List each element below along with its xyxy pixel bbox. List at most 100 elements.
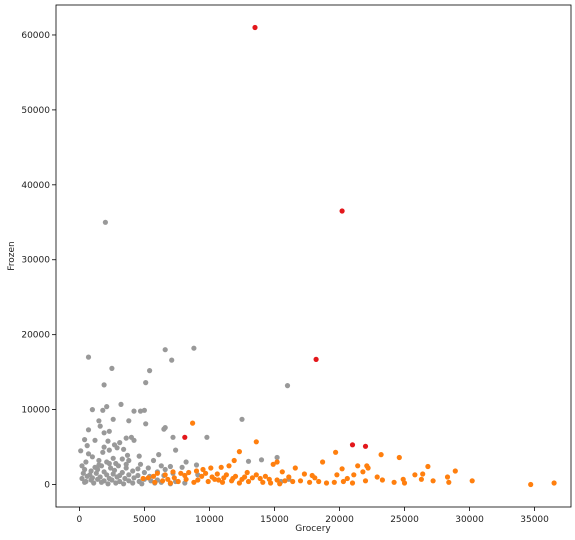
scatter-point-series-1 bbox=[110, 416, 116, 422]
scatter-point-series-1 bbox=[204, 434, 210, 440]
scatter-point-series-1 bbox=[162, 466, 168, 473]
scatter-point-series-1 bbox=[83, 459, 89, 465]
scatter-point-series-2 bbox=[160, 478, 166, 484]
scatter-point-series-1 bbox=[135, 472, 141, 479]
scatter-point-series-1 bbox=[191, 345, 197, 351]
scatter-point-series-2 bbox=[205, 478, 211, 485]
scatter-point-series-1 bbox=[123, 461, 129, 467]
scatter-point-series-2 bbox=[323, 480, 330, 486]
y-axis-ticks: 0 10000 20000 30000 40000 50000 60000 bbox=[21, 31, 56, 491]
scatter-point-series-1 bbox=[137, 408, 144, 414]
scatter-point-series-1 bbox=[82, 437, 88, 443]
scatter-point-series-1 bbox=[106, 428, 112, 434]
scatter-point-series-2 bbox=[152, 479, 158, 485]
scatter-point-series-1 bbox=[85, 451, 92, 457]
y-tick-label: 40000 bbox=[21, 181, 50, 191]
scatter-point-series-2 bbox=[195, 477, 201, 483]
scatter-point-series-1 bbox=[123, 435, 129, 441]
scatter-point-series-2 bbox=[226, 463, 232, 469]
scatter-point-series-1 bbox=[113, 480, 119, 486]
scatter-point-series-1 bbox=[245, 458, 252, 464]
scatter-point-series-1 bbox=[124, 452, 131, 458]
scatter-point-series-1 bbox=[193, 462, 200, 468]
scatter-point-series-1 bbox=[141, 407, 147, 413]
scatter-point-series-2 bbox=[239, 476, 245, 482]
scatter-point-series-1 bbox=[108, 465, 114, 471]
x-tick-label: 15000 bbox=[260, 515, 289, 525]
scatter-point-series-1 bbox=[137, 461, 144, 467]
scatter-point-series-1 bbox=[85, 427, 92, 433]
scatter-point-series-1 bbox=[91, 480, 97, 486]
scatter-point-series-2 bbox=[290, 478, 296, 485]
scatter-point-series-2 bbox=[253, 439, 259, 445]
scatter-point-series-1 bbox=[126, 472, 132, 478]
scatter-point-series-1 bbox=[110, 471, 116, 477]
scatter-point-series-2 bbox=[365, 465, 371, 471]
scatter-point-series-1 bbox=[96, 418, 102, 424]
scatter-point-series-1 bbox=[79, 463, 85, 469]
scatter-point-series-1 bbox=[122, 475, 128, 482]
scatter-point-series-2 bbox=[425, 463, 431, 470]
scatter-point-series-1 bbox=[131, 408, 137, 414]
scatter-point-series-2 bbox=[274, 477, 280, 483]
scatter-point-series-1 bbox=[135, 466, 141, 472]
scatter-point-series-2 bbox=[301, 471, 307, 477]
y-tick-label: 20000 bbox=[21, 331, 50, 341]
scatter-point-series-2 bbox=[231, 457, 237, 464]
scatter-point-series-2 bbox=[175, 478, 181, 485]
scatter-point-series-1 bbox=[97, 423, 103, 429]
scatter-point-series-2 bbox=[355, 463, 361, 469]
scatter-point-series-2 bbox=[236, 480, 242, 486]
scatter-point-series-2 bbox=[203, 470, 209, 476]
y-tick-label: 50000 bbox=[21, 106, 50, 116]
scatter-point-series-2 bbox=[446, 479, 452, 485]
x-tick-label: 30000 bbox=[455, 515, 484, 525]
scatter-point-series-2 bbox=[297, 478, 304, 484]
scatter-point-series-1 bbox=[96, 457, 102, 464]
scatter-point-series-1 bbox=[102, 219, 108, 225]
scatter-point-series-2 bbox=[216, 477, 222, 483]
y-axis-label: Frozen bbox=[7, 241, 17, 271]
scatter-point-series-2 bbox=[286, 474, 292, 480]
scatter-point-series-2 bbox=[316, 478, 322, 485]
scatter-point-series-1 bbox=[258, 457, 265, 463]
scatter-point-series-1 bbox=[126, 478, 132, 484]
scatter-point-series-2 bbox=[167, 480, 173, 486]
scatter-point-series-1 bbox=[104, 472, 110, 478]
scatter-point-series-1 bbox=[143, 421, 149, 427]
scatter-point-series-1 bbox=[121, 481, 127, 487]
scatter-point-series-2 bbox=[145, 475, 151, 481]
scatter-point-series-1 bbox=[98, 479, 105, 485]
scatter-point-series-2 bbox=[379, 477, 385, 483]
scatter-point-series-2 bbox=[418, 476, 424, 482]
scatter-point-series-2 bbox=[396, 454, 402, 461]
scatter-point-series-1 bbox=[126, 457, 132, 464]
scatter-point-series-1 bbox=[147, 368, 153, 374]
scatter-point-series-1 bbox=[179, 464, 185, 470]
scatter-point-series-1 bbox=[100, 407, 106, 413]
y-tick-label: 60000 bbox=[21, 31, 50, 41]
scatter-point-series-1 bbox=[156, 452, 162, 458]
scatter-point-series-2 bbox=[230, 475, 236, 482]
scatter-point-series-2 bbox=[334, 472, 340, 478]
scatter-point-series-2 bbox=[191, 479, 197, 485]
scatter-point-series-2 bbox=[221, 475, 227, 481]
scatter-point-series-1 bbox=[143, 380, 149, 386]
scatter-point-series-2 bbox=[214, 471, 220, 477]
scatter-point-series-1 bbox=[79, 475, 85, 482]
scatter-point-series-2 bbox=[331, 479, 337, 485]
scatter-point-series-2 bbox=[452, 468, 458, 474]
scatter-point-series-3 bbox=[362, 443, 369, 449]
y-tick-label: 10000 bbox=[21, 406, 50, 416]
scatter-point-series-1 bbox=[145, 465, 151, 471]
scatter-point-series-2 bbox=[245, 478, 252, 485]
scatter-point-series-2 bbox=[374, 474, 380, 480]
scatter-point-series-1 bbox=[101, 444, 107, 450]
scatter-point-series-1 bbox=[100, 449, 106, 455]
scatter-point-series-1 bbox=[284, 383, 291, 389]
scatter-point-series-1 bbox=[105, 481, 111, 487]
scatter-point-series-1 bbox=[109, 365, 115, 371]
scatter-point-series-1 bbox=[115, 463, 121, 469]
scatter-point-series-2 bbox=[277, 481, 283, 487]
scatter-point-series-3 bbox=[313, 356, 319, 362]
